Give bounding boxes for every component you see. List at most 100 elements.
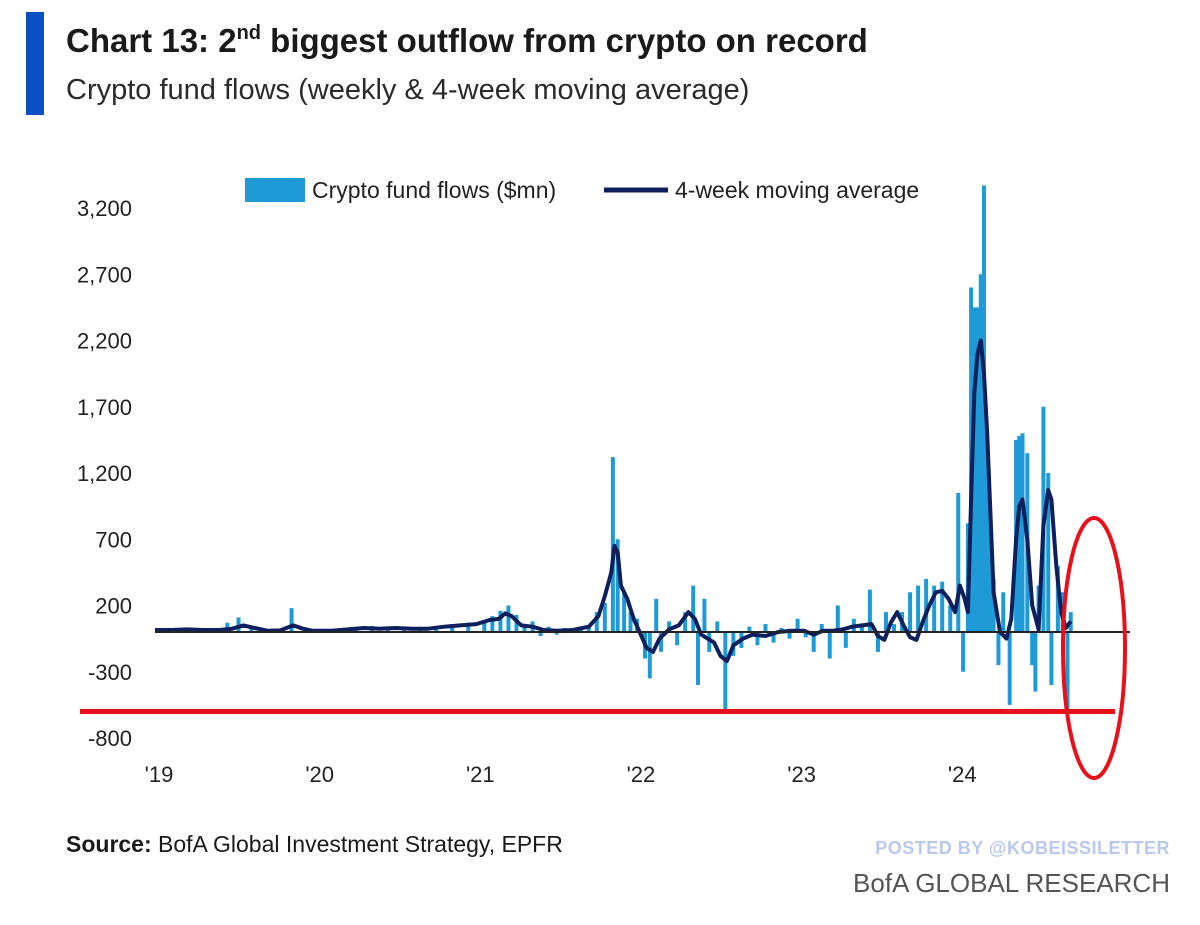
flow-bar [948,605,953,632]
title-superscript: nd [236,22,261,44]
flow-bar [659,632,664,652]
flow-bar [819,624,824,632]
flow-bar [1001,592,1006,632]
flow-bar [975,307,980,632]
flow-bar [628,612,633,632]
x-tick-label: '24 [948,762,977,787]
accent-bar [26,12,44,115]
flow-bar [883,612,888,632]
flow-bar [1007,632,1012,705]
flow-bar [972,307,977,632]
source-note: Source: BofA Global Investment Strategy,… [66,831,563,858]
flow-bar [654,598,659,632]
flow-bar [835,605,840,632]
flow-bar [892,624,897,632]
flow-bar [538,632,543,636]
flow-bar [622,592,627,632]
flow-bar [1017,435,1022,632]
flow-bar [867,589,872,632]
flow-bar [961,632,966,672]
flow-bar [940,581,945,632]
flow-bar [702,598,707,632]
flow-bar [747,626,752,632]
flow-bar [667,621,672,632]
flow-bar [875,632,880,652]
x-tick-label: '21 [466,762,495,787]
flow-bar [594,612,599,632]
y-tick-label: 700 [95,527,132,552]
flow-bar [675,632,680,646]
flow-bar [691,585,696,632]
flow-bar [985,453,990,632]
red-annotation-ellipse [1061,516,1127,780]
flow-bar [771,632,776,643]
flow-bar [763,624,768,632]
flow-bar [787,632,792,639]
flow-bar [482,620,487,632]
y-tick-label: 1,200 [77,461,132,486]
flow-bar [434,628,439,632]
title-rest: biggest outflow from crypto on record [261,22,868,59]
y-tick-label: 200 [95,594,132,619]
y-tick-label: 2,700 [77,262,132,287]
flow-bar [683,612,688,632]
x-tick-label: '22 [627,762,656,787]
y-tick-label: 1,700 [77,395,132,420]
flow-bar [696,632,701,685]
flow-bar [723,632,728,712]
y-tick-label: 3,200 [77,196,132,221]
flow-bar [843,632,848,648]
flow-bar [1033,632,1038,692]
flow-bar [289,608,294,632]
flow-bar [978,274,983,632]
flow-bar [498,610,503,632]
y-tick-label: -300 [88,660,132,685]
flow-bar [1046,473,1051,632]
flow-bar [996,632,1001,666]
flow-bar [803,632,808,638]
moving-average-line [155,338,1073,664]
flow-bar [1065,632,1070,709]
flow-bar [522,624,527,632]
fund-flows-chart: -800 -300 200 700 1,200 1,700 2,200 2,700 3,200 '… [77,177,1130,787]
flow-bar [795,618,800,632]
chart-title: Chart 13: 2nd biggest outflow from crypt… [66,22,868,60]
flow-bar [466,622,471,632]
flow-bar [1020,433,1025,632]
flow-bar [578,629,583,632]
flow-bar [956,492,961,632]
flow-bar [1049,632,1054,685]
flow-bar [610,457,615,632]
source-label: Source: [66,831,152,857]
legend-swatch-bars [245,178,305,202]
y-tick-label: 2,200 [77,329,132,354]
x-tick-label: '20 [305,762,334,787]
legend-label-line: 4-week moving average [675,177,919,203]
x-tick-label: '23 [787,762,816,787]
source-text: BofA Global Investment Strategy, EPFR [151,831,563,857]
flow-bar [249,628,254,632]
flow-bar [859,625,864,632]
posted-by-watermark: POSTED BY @KOBEISSILETTER [875,838,1170,858]
flow-bar [991,579,996,632]
flow-bar [755,632,760,646]
x-tick-label: '19 [145,762,174,787]
flow-bar [827,632,832,659]
flow-bar [602,602,607,632]
flow-bar [811,632,816,652]
flow-bar [554,632,559,635]
flow-bar [615,539,620,632]
flow-bar [490,616,495,632]
flow-bar [932,585,937,632]
legend-label-bars: Crypto fund flows ($mn) [312,177,556,203]
flow-bar [908,592,913,632]
flow-bar [647,632,652,679]
flow-bar [1030,632,1035,666]
flow-bar [924,579,929,632]
y-tick-label: -800 [88,726,132,751]
flow-bar [916,585,921,632]
flow-bar [506,605,511,632]
brand-logo-text: BofA GLOBAL RESEARCH [853,868,1170,898]
flow-bar [988,526,993,632]
title-prefix: Chart 13: 2 [66,22,237,59]
